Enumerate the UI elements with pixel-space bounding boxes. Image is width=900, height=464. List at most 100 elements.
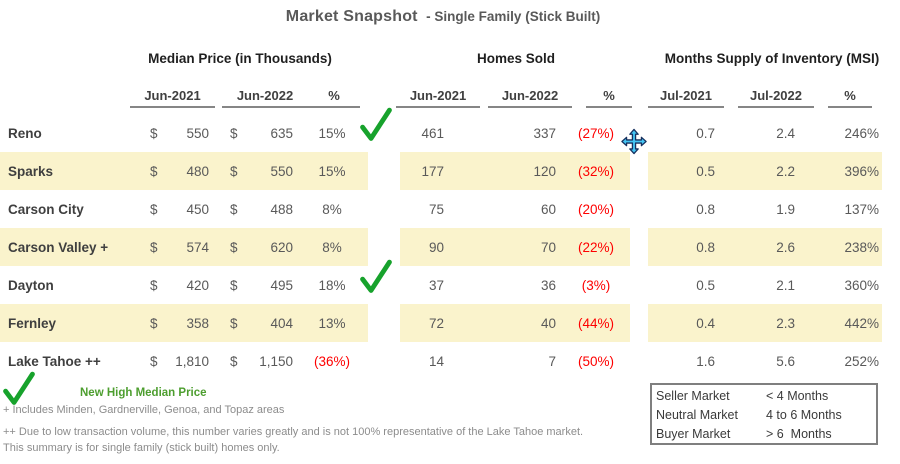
homes-2021-value: 72: [400, 304, 450, 342]
group-gap: [630, 266, 648, 304]
currency-symbol: $: [230, 163, 238, 179]
column-header-median-pct: %: [308, 88, 360, 108]
homes-2022-value: 60: [540, 201, 556, 217]
homes-2022-value: 337: [533, 125, 556, 141]
title-main: Market Snapshot: [285, 8, 418, 25]
median-pct-cell: 8%: [296, 190, 368, 228]
group-gap: [630, 342, 648, 380]
homes-2022-value: 120: [450, 152, 562, 190]
new-high-check-icon: [360, 107, 392, 141]
msi-2021-value: 0.8: [696, 201, 715, 217]
row-tail: [882, 304, 900, 342]
table-row-reno: Reno $550 $635 15% 461 337 (27%) 0.7 2.4…: [0, 114, 900, 152]
median-pct-value: 18%: [318, 277, 346, 293]
currency-symbol: $: [150, 239, 158, 255]
legend-label: Neutral Market: [656, 407, 738, 422]
median-pct-cell: 15%: [296, 114, 368, 152]
region-label: Reno: [8, 125, 42, 141]
median-2022-cell: $620: [212, 228, 296, 266]
currency-symbol: $: [230, 201, 238, 217]
median-2021-value: 574: [186, 239, 209, 255]
median-2021-value: 358: [186, 315, 209, 331]
median-2021-cell: $550: [142, 114, 212, 152]
median-pct-cell: 13%: [296, 304, 368, 342]
footnote-plus-plus: ++ Due to low transaction volume, this n…: [3, 426, 584, 438]
group-title-median-price: Median Price (in Thousands): [148, 51, 332, 66]
median-2021-value: 450: [186, 201, 209, 217]
new-high-legend-label: New High Median Price: [80, 387, 207, 399]
msi-2022-value: 2.6: [718, 228, 798, 266]
homes-pct-cell: (27%): [562, 114, 630, 152]
median-2022-cell: $488: [212, 190, 296, 228]
median-pct-value: 8%: [322, 201, 342, 217]
currency-symbol: $: [150, 125, 158, 141]
row-tail: [882, 342, 900, 380]
column-header-homes-jun2022: Jun-2022: [488, 88, 572, 108]
region-label: Carson City: [8, 201, 84, 217]
legend-value: < 4 Months: [766, 388, 829, 403]
move-cursor-icon: [621, 128, 647, 155]
homes-pct-cell: (3%): [562, 266, 630, 304]
column-header-homes-jun2021: Jun-2021: [396, 88, 480, 108]
region-label: Dayton: [8, 277, 54, 293]
median-pct-value: (36%): [313, 353, 350, 369]
region-label: Lake Tahoe ++: [8, 353, 101, 369]
legend-row-neutral: Neutral Market 4 to 6 Months: [656, 405, 876, 424]
currency-symbol: $: [150, 277, 158, 293]
row-tail: [882, 266, 900, 304]
msi-2022-value: 2.2: [718, 152, 798, 190]
currency-symbol: $: [230, 277, 238, 293]
median-2022-cell: $495: [212, 266, 296, 304]
homes-2022-value: 7: [548, 353, 556, 369]
legend-value: 4 to 6 Months: [766, 407, 842, 422]
market-table: Reno $550 $635 15% 461 337 (27%) 0.7 2.4…: [0, 114, 900, 380]
group-gap: [630, 190, 648, 228]
region-label: Fernley: [0, 304, 142, 342]
median-2021-value: 1,810: [175, 353, 209, 369]
median-2022-cell: $550: [212, 152, 296, 190]
region-label: Sparks: [0, 152, 142, 190]
median-2021-cell: $420: [142, 266, 212, 304]
column-header-msi-pct: %: [828, 88, 872, 108]
msi-pct-value: 360%: [844, 277, 879, 293]
homes-pct-value: (32%): [577, 163, 614, 179]
msi-2021-value: 0.7: [696, 125, 715, 141]
new-high-check-icon: [360, 259, 392, 293]
msi-pct-value: 396%: [798, 152, 882, 190]
currency-symbol: $: [230, 353, 238, 369]
median-2022-value: 635: [270, 125, 293, 141]
msi-2022-value: 5.6: [776, 353, 795, 369]
table-row-fernley: Fernley $358 $404 13% 72 40 (44%) 0.4 2.…: [0, 304, 900, 342]
legend-value: > 6 Months: [766, 426, 832, 441]
footnote-plus: + Includes Minden, Gardnerville, Genoa, …: [3, 404, 285, 416]
msi-pct-value: 246%: [844, 125, 879, 141]
column-header-median-jun2021: Jun-2021: [130, 88, 215, 108]
msi-2021-value: 1.6: [696, 353, 715, 369]
homes-pct-cell: (32%): [562, 152, 630, 190]
median-2021-value: 420: [186, 277, 209, 293]
table-row-lake-tahoe: Lake Tahoe ++ $1,810 $1,150 (36%) 14 7 (…: [0, 342, 900, 380]
homes-2021-value: 461: [421, 125, 444, 141]
check-spacer: [368, 304, 400, 342]
msi-pct-value: 252%: [844, 353, 879, 369]
homes-pct-value: (3%): [581, 277, 611, 293]
check-spacer: [368, 152, 400, 190]
median-2022-value: 404: [270, 315, 293, 331]
median-pct-value: 15%: [318, 125, 346, 141]
table-row-dayton: Dayton $420 $495 18% 37 36 (3%) 0.5 2.1 …: [0, 266, 900, 304]
msi-2022-value: 2.4: [776, 125, 795, 141]
median-2022-cell: $404: [212, 304, 296, 342]
msi-2022-value: 1.9: [776, 201, 795, 217]
row-tail: [882, 190, 900, 228]
msi-pct-value: 442%: [798, 304, 882, 342]
homes-2022-value: 40: [450, 304, 562, 342]
msi-2021-value: 0.8: [648, 228, 718, 266]
homes-pct-value: (22%): [577, 239, 614, 255]
homes-pct-value: (20%): [577, 201, 614, 217]
median-pct-value: 15%: [318, 163, 346, 179]
check-spacer: [368, 190, 400, 228]
homes-pct-cell: (50%): [562, 342, 630, 380]
legend-row-seller: Seller Market < 4 Months: [656, 386, 876, 405]
currency-symbol: $: [150, 315, 158, 331]
